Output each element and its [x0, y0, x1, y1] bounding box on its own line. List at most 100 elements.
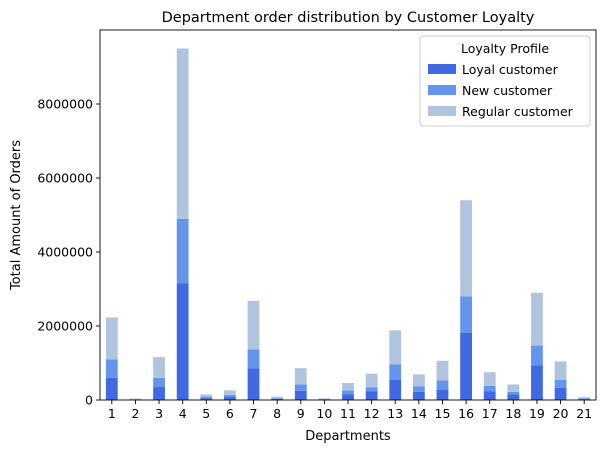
bar-loyal-customer-dept-6 — [224, 397, 236, 400]
bar-new-customer-dept-13 — [389, 364, 402, 380]
bar-regular-customer-dept-15 — [436, 360, 449, 381]
bar-new-customer-dept-6 — [224, 394, 236, 398]
x-tick-label: 21 — [576, 406, 592, 421]
bar-new-customer-dept-12 — [365, 387, 378, 392]
bar-loyal-customer-dept-21 — [578, 399, 591, 400]
bar-regular-customer-dept-9 — [294, 368, 307, 385]
bar-new-customer-dept-7 — [247, 349, 260, 369]
x-tick-label: 4 — [179, 406, 187, 421]
bar-loyal-customer-dept-4 — [176, 283, 189, 400]
legend-entry-label: Loyal customer — [462, 62, 559, 77]
y-tick-label: 2000000 — [37, 319, 93, 334]
bar-regular-customer-dept-7 — [247, 300, 260, 350]
bar-loyal-customer-dept-9 — [294, 390, 307, 400]
bar-loyal-customer-dept-14 — [412, 391, 425, 400]
plot-frame — [99, 29, 597, 401]
bar-new-customer-dept-4 — [176, 218, 189, 284]
y-tick-label: 8000000 — [37, 97, 93, 112]
x-tick-label: 13 — [387, 406, 403, 421]
bar-loyal-customer-dept-5 — [200, 398, 213, 400]
legend-swatch — [428, 64, 456, 74]
bar-loyal-customer-dept-15 — [436, 389, 449, 400]
legend-items: Loyal customer New customer Regular custom… — [428, 62, 574, 119]
y-axis-ticks: 0 2000000 4000000 6000000 8000000 — [37, 97, 100, 408]
bar-new-customer-dept-18 — [507, 391, 520, 395]
bar-loyal-customer-dept-16 — [460, 332, 472, 400]
bar-regular-customer-dept-16 — [460, 200, 472, 297]
bars-group — [105, 48, 591, 400]
bar-new-customer-dept-14 — [412, 386, 425, 392]
x-tick-label: 16 — [458, 406, 474, 421]
legend-title: Loyalty Profile — [461, 41, 549, 56]
y-axis-label: Total Amount of Orders — [9, 140, 24, 291]
x-tick-label: 3 — [155, 406, 163, 421]
x-tick-label: 12 — [364, 406, 380, 421]
x-tick-label: 15 — [435, 406, 451, 421]
x-tick-label: 19 — [529, 406, 545, 421]
x-tick-label: 9 — [297, 406, 305, 421]
bar-new-customer-dept-21 — [578, 398, 591, 400]
bar-regular-customer-dept-18 — [507, 384, 520, 392]
bar-new-customer-dept-9 — [294, 384, 307, 391]
x-axis-label: Departments — [305, 429, 391, 444]
bar-loyal-customer-dept-7 — [247, 368, 260, 400]
bar-new-customer-dept-5 — [200, 396, 213, 399]
bar-loyal-customer-dept-3 — [153, 387, 165, 400]
bar-regular-customer-dept-8 — [271, 396, 284, 399]
x-tick-label: 2 — [131, 406, 139, 421]
bar-regular-customer-dept-5 — [200, 394, 213, 397]
bar-regular-customer-dept-14 — [412, 374, 425, 387]
bar-new-customer-dept-17 — [483, 385, 496, 392]
bar-new-customer-dept-19 — [531, 345, 543, 366]
x-tick-label: 14 — [411, 406, 427, 421]
chart-title: Department order distribution by Custome… — [162, 10, 535, 26]
bar-loyal-customer-dept-8 — [271, 398, 284, 400]
legend: Loyalty Profile Loyal customer New custom… — [419, 35, 591, 127]
x-tick-label: 7 — [250, 406, 258, 421]
x-tick-label: 18 — [505, 406, 521, 421]
bar-loyal-customer-dept-18 — [507, 394, 520, 400]
legend-entry-label: Regular customer — [462, 104, 574, 119]
x-tick-label: 1 — [108, 406, 116, 421]
bar-new-customer-dept-20 — [554, 380, 567, 388]
legend-entry-label: New customer — [462, 83, 553, 98]
bar-new-customer-dept-3 — [153, 377, 165, 388]
bar-loyal-customer-dept-17 — [483, 391, 496, 400]
bar-loyal-customer-dept-19 — [531, 365, 543, 400]
bar-regular-customer-dept-20 — [554, 361, 567, 381]
x-tick-label: 17 — [482, 406, 498, 421]
y-tick-label: 4000000 — [37, 245, 93, 260]
bar-loyal-customer-dept-13 — [389, 379, 402, 400]
bar-loyal-customer-dept-20 — [554, 387, 567, 400]
bar-regular-customer-dept-6 — [224, 390, 236, 395]
bar-loyal-customer-dept-12 — [365, 391, 378, 400]
bar-regular-customer-dept-1 — [105, 317, 118, 360]
bar-loyal-customer-dept-11 — [342, 394, 354, 400]
bar-regular-customer-dept-17 — [483, 372, 496, 386]
bar-regular-customer-dept-10 — [318, 398, 331, 400]
bar-new-customer-dept-1 — [105, 359, 118, 378]
legend-swatch — [428, 85, 456, 95]
bar-new-customer-dept-11 — [342, 390, 354, 395]
bar-regular-customer-dept-2 — [129, 398, 142, 400]
x-tick-label: 20 — [553, 406, 569, 421]
bar-new-customer-dept-8 — [271, 398, 284, 399]
legend-swatch — [428, 106, 456, 116]
legend-box — [419, 35, 591, 127]
x-tick-label: 11 — [340, 406, 356, 421]
y-tick-label: 6000000 — [37, 171, 93, 186]
x-tick-label: 10 — [316, 406, 332, 421]
bar-new-customer-dept-16 — [460, 296, 472, 333]
bar-new-customer-dept-15 — [436, 380, 449, 390]
bar-loyal-customer-dept-1 — [105, 377, 118, 400]
bar-regular-customer-dept-21 — [578, 397, 591, 399]
bar-regular-customer-dept-11 — [342, 382, 354, 391]
bar-regular-customer-dept-19 — [531, 292, 543, 346]
bar-regular-customer-dept-3 — [153, 357, 165, 378]
bar-regular-customer-dept-12 — [365, 373, 378, 388]
x-tick-label: 8 — [273, 406, 281, 421]
bar-regular-customer-dept-4 — [176, 48, 189, 219]
x-tick-label: 6 — [226, 406, 234, 421]
x-tick-label: 5 — [202, 406, 210, 421]
